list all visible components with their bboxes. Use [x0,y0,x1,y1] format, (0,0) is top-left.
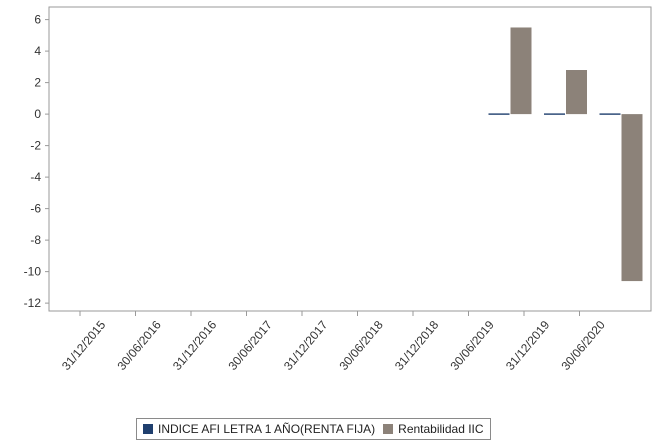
bar-rentabilidad [510,27,532,115]
x-tick-label: 30/06/2016 [114,318,164,373]
y-tick-label: 4 [34,44,41,58]
legend-swatch-rentabilidad [383,424,394,434]
legend-swatch-indice [143,424,153,434]
legend-label-rentabilidad: Rentabilidad IIC [398,422,484,436]
bar-indice [544,113,565,115]
legend-item-indice: INDICE AFI LETRA 1 AÑO(RENTA FIJA) [143,422,375,436]
x-tick-label: 30/06/2018 [336,318,386,373]
x-tick-label: 31/12/2016 [170,318,220,373]
legend-label-indice: INDICE AFI LETRA 1 AÑO(RENTA FIJA) [158,422,376,436]
y-tick-label: -12 [24,296,42,310]
x-tick-label: 30/06/2017 [225,318,275,373]
x-tick-label: 31/12/2015 [59,318,109,373]
y-tick-label: 2 [34,76,41,90]
x-tick-label: 31/12/2017 [281,318,331,373]
x-tick-label: 31/12/2019 [503,318,553,373]
x-tick-label: 31/12/2018 [392,318,442,373]
y-tick-label: 0 [34,107,41,121]
y-tick-label: -10 [24,265,42,279]
bar-indice [599,113,621,115]
legend-item-rentabilidad: Rentabilidad IIC [383,422,484,436]
y-tick-label: -4 [30,170,41,184]
bar-indice [488,113,510,115]
y-tick-label: -2 [30,139,41,153]
chart-legend: INDICE AFI LETRA 1 AÑO(RENTA FIJA) Renta… [136,418,491,440]
y-tick-label: -6 [30,202,41,216]
bar-rentabilidad [566,70,587,115]
y-tick-label: 6 [34,13,41,27]
plot-frame [48,6,652,312]
x-tick-label: 30/06/2019 [447,318,497,373]
bar-rentabilidad [621,114,643,282]
y-tick-label: -8 [30,233,41,247]
x-tick-label: 30/06/2020 [558,318,608,373]
